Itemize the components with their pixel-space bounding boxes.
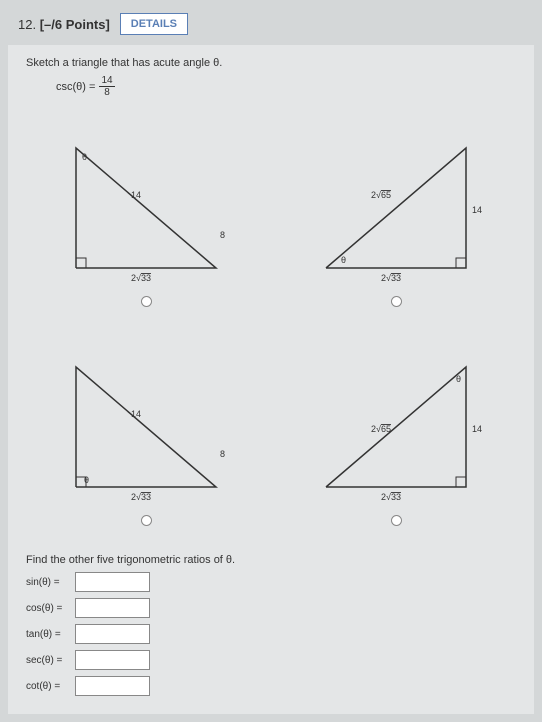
triangle-3-svg: θ 14 8 2√33 <box>46 337 246 507</box>
hyp-label: 14 <box>131 409 141 419</box>
prompt-text: Sketch a triangle that has acute angle θ… <box>26 57 516 69</box>
ratio-row-tan: tan(θ) = <box>26 624 516 644</box>
ratio-row-cot: cot(θ) = <box>26 676 516 696</box>
sin-input[interactable] <box>75 572 150 592</box>
triangle-options: θ 14 8 2√33 θ 2√65 14 2√33 <box>26 98 516 536</box>
question-content: Sketch a triangle that has acute angle θ… <box>8 45 534 714</box>
triangle-2-svg: θ 2√65 14 2√33 <box>296 118 496 288</box>
side-label: 8 <box>220 230 225 240</box>
base-label: 2√33 <box>381 492 401 502</box>
theta-label: θ <box>456 374 461 384</box>
cot-label: cot(θ) = <box>26 681 71 692</box>
sec-label: sec(θ) = <box>26 655 71 666</box>
formula-lhs: csc(θ) = <box>56 81 95 93</box>
ratio-row-sec: sec(θ) = <box>26 650 516 670</box>
option-3-radio[interactable] <box>141 515 152 526</box>
formula: csc(θ) = 14 8 <box>56 75 516 98</box>
question-header: 12. [–/6 Points] DETAILS <box>8 8 534 45</box>
triangle-option-2: θ 2√65 14 2√33 <box>286 118 506 307</box>
ratio-row-sin: sin(θ) = <box>26 572 516 592</box>
side-label: 14 <box>472 424 482 434</box>
ratios-section: Find the other five trigonometric ratios… <box>26 554 516 696</box>
option-4-radio[interactable] <box>391 515 402 526</box>
sec-input[interactable] <box>75 650 150 670</box>
cot-input[interactable] <box>75 676 150 696</box>
triangle-option-4: θ 2√65 14 2√33 <box>286 337 506 526</box>
triangle-option-3: θ 14 8 2√33 <box>36 337 256 526</box>
hyp-label: 14 <box>131 190 141 200</box>
details-button[interactable]: DETAILS <box>120 13 188 35</box>
option-2-radio[interactable] <box>391 296 402 307</box>
tan-label: tan(θ) = <box>26 629 71 640</box>
hyp-label: 2√65 <box>371 190 391 200</box>
side-label: 8 <box>220 449 225 459</box>
side-label: 14 <box>472 205 482 215</box>
question-number: 12. [–/6 Points] <box>18 17 110 32</box>
fraction: 14 8 <box>99 75 114 98</box>
theta-label: θ <box>341 255 346 265</box>
ratio-row-cos: cos(θ) = <box>26 598 516 618</box>
hyp-label: 2√65 <box>371 424 391 434</box>
tan-input[interactable] <box>75 624 150 644</box>
fraction-denominator: 8 <box>102 87 112 98</box>
cos-input[interactable] <box>75 598 150 618</box>
theta-label: θ <box>84 475 89 485</box>
ratios-prompt: Find the other five trigonometric ratios… <box>26 554 516 566</box>
triangle-1-svg: θ 14 8 2√33 <box>46 118 246 288</box>
cos-label: cos(θ) = <box>26 603 71 614</box>
triangle-4-svg: θ 2√65 14 2√33 <box>296 337 496 507</box>
base-label: 2√33 <box>131 273 151 283</box>
option-1-radio[interactable] <box>141 296 152 307</box>
base-label: 2√33 <box>131 492 151 502</box>
fraction-numerator: 14 <box>99 75 114 87</box>
sin-label: sin(θ) = <box>26 577 71 588</box>
base-label: 2√33 <box>381 273 401 283</box>
theta-label: θ <box>82 152 87 162</box>
triangle-option-1: θ 14 8 2√33 <box>36 118 256 307</box>
